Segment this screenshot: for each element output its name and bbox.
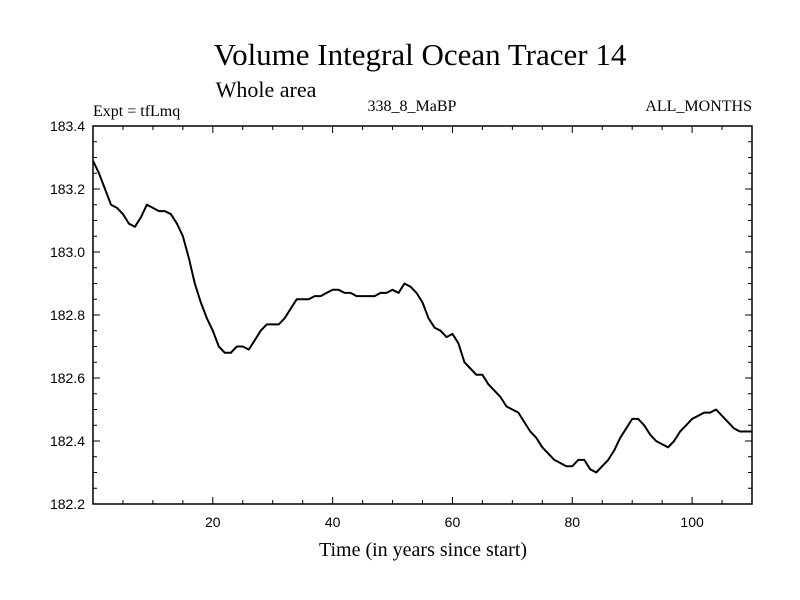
period-label: 338_8_MaBP	[368, 98, 457, 115]
y-tick-label: 182.4	[50, 433, 85, 449]
y-tick-label: 183.0	[50, 244, 85, 260]
x-tick-label: 40	[325, 514, 341, 530]
plot-frame	[92, 125, 753, 505]
series-line	[92, 160, 752, 474]
y-axis: 182.2 182.4 182.6 182.8 183.0 183.2 183.4	[50, 118, 752, 512]
x-tick-label: 80	[564, 514, 580, 530]
y-tick-label: 182.2	[50, 496, 85, 512]
y-tick-label: 182.8	[50, 307, 85, 323]
y-tick-label: 183.2	[50, 181, 85, 197]
y-tick-label: 182.6	[50, 370, 85, 386]
x-tick-label: 100	[680, 514, 704, 530]
experiment-label: Expt = tfLmq	[93, 103, 180, 120]
x-axis-label: Time (in years since start)	[319, 539, 527, 561]
y-tick-label: 183.4	[50, 118, 85, 134]
x-axis: 20 40 60 80 100	[122, 126, 723, 530]
x-tick-label: 60	[445, 514, 461, 530]
chart-subtitle: Whole area	[216, 77, 317, 102]
x-tick-label: 20	[205, 514, 221, 530]
chart-title: Volume Integral Ocean Tracer 14	[214, 37, 627, 72]
months-label: ALL_MONTHS	[645, 98, 752, 115]
plot-series	[92, 160, 752, 474]
